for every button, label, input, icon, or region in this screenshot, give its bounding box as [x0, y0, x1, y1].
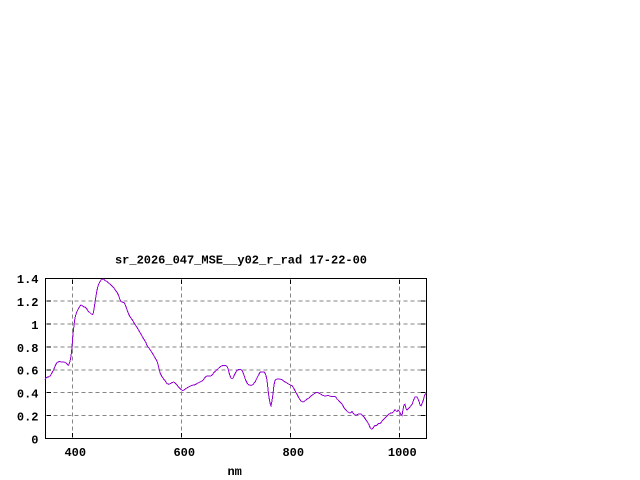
svg-text:sr_2026_047_MSE__y02_r_rad 17-: sr_2026_047_MSE__y02_r_rad 17-22-00: [115, 254, 367, 268]
svg-text:0: 0: [31, 433, 38, 447]
svg-text:0.4: 0.4: [17, 388, 39, 402]
svg-text:0.8: 0.8: [17, 342, 39, 356]
svg-text:1: 1: [31, 319, 38, 333]
svg-text:1.2: 1.2: [17, 296, 39, 310]
svg-text:1000: 1000: [388, 446, 417, 460]
svg-text:400: 400: [64, 446, 86, 460]
svg-text:0.6: 0.6: [17, 365, 39, 379]
svg-text:600: 600: [173, 446, 195, 460]
svg-text:800: 800: [282, 446, 304, 460]
svg-text:0.2: 0.2: [17, 411, 39, 425]
svg-text:nm: nm: [227, 465, 241, 479]
svg-text:1.4: 1.4: [17, 273, 39, 287]
